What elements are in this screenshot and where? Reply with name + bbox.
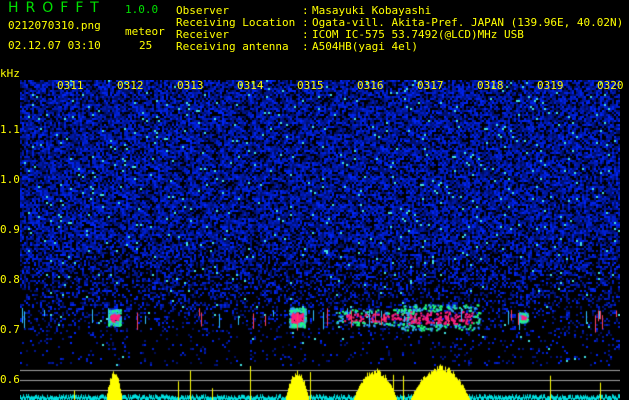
info-label: Receiving antenna [176, 40, 289, 53]
antenna-value: A504HB(yagi 4el) [312, 40, 418, 53]
info-label: Observer [176, 4, 229, 17]
x-tick-label: 0317 [417, 79, 444, 92]
datetime: 02.12.07 03:10 [8, 39, 101, 52]
y-tick-label: 0.7 [0, 323, 20, 336]
x-tick-label: 0311 [57, 79, 84, 92]
meteor-label: meteor [125, 25, 165, 38]
app-title: HROFFT [8, 0, 106, 16]
y-tick-label: 0.6 [0, 373, 20, 386]
info-colon: : [302, 40, 309, 53]
x-tick-label: 0320 [597, 79, 624, 92]
x-tick-label: 0315 [297, 79, 324, 92]
info-label: Receiving Location [176, 16, 296, 29]
y-tick-label: 0.9 [0, 223, 20, 236]
y-axis-label: kHz [0, 67, 20, 80]
observer-value: Masayuki Kobayashi [312, 4, 432, 17]
info-colon: : [302, 4, 309, 17]
x-tick-label: 0318 [477, 79, 504, 92]
info-colon: : [302, 28, 309, 41]
y-tick-label: 1.0 [0, 173, 20, 186]
y-tick-label: 0.8 [0, 273, 20, 286]
x-tick-label: 0313 [177, 79, 204, 92]
x-tick-label: 0316 [357, 79, 384, 92]
x-tick-label: 0312 [117, 79, 144, 92]
meteor-count: 25 [139, 39, 153, 52]
info-colon: : [302, 16, 309, 29]
info-label: Receiver [176, 28, 229, 41]
filename: 0212070310.png [8, 19, 101, 32]
x-tick-label: 0314 [237, 79, 264, 92]
x-tick-label: 0319 [537, 79, 564, 92]
spectrogram [20, 80, 620, 400]
y-tick-label: 1.1 [0, 123, 20, 136]
receiver-value: ICOM IC-575 53.7492(@LCD)MHz USB [312, 28, 524, 41]
location-value: Ogata-vill. Akita-Pref. JAPAN (139.96E, … [312, 16, 624, 29]
app-version: 1.0.0 [125, 3, 159, 16]
